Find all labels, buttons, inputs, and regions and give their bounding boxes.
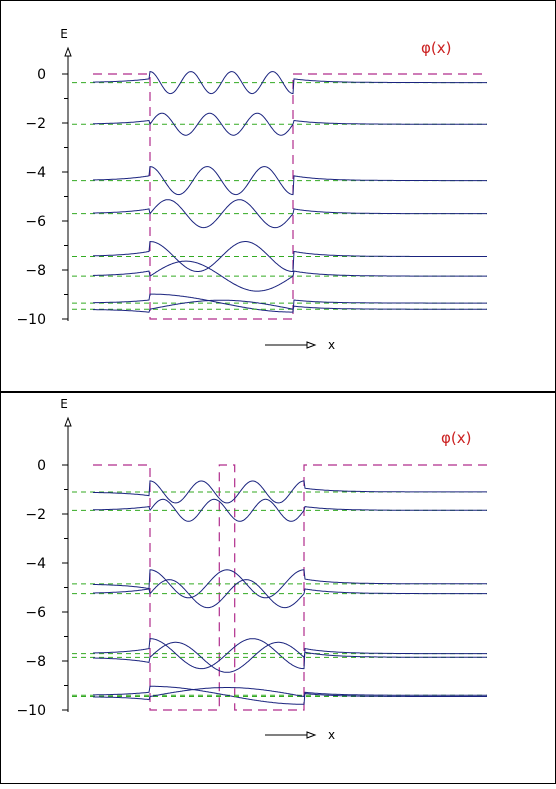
wavefunction-curve: [93, 498, 487, 522]
y-axis-arrowhead: [64, 46, 72, 57]
y-tick-label: −8: [25, 263, 46, 279]
y-tick-label: −8: [25, 654, 46, 670]
wavefunction-curve: [93, 199, 487, 229]
y-tick-label: −10: [16, 703, 46, 719]
wavefunction-curve: [93, 579, 487, 609]
y-tick-label: −6: [25, 605, 46, 621]
y-axis-title: E: [60, 27, 68, 41]
wavefunction-curve: [93, 293, 487, 313]
phi-label: φ(x): [441, 429, 471, 447]
wavefunction-curve: [93, 685, 487, 705]
wavefunction-curve: [92, 480, 487, 504]
wavefunction-curve: [93, 299, 487, 313]
bottom-panel: E 0 −2 −4 −6 −8 −10 φ(x) x: [16, 397, 487, 742]
potential-well: [93, 73, 487, 320]
y-tick-label: 0: [37, 67, 46, 83]
wavefunction-curve: [93, 71, 487, 95]
x-axis-title: x: [328, 338, 335, 352]
wavefunction-curve: [93, 687, 487, 701]
x-direction-arrowhead: [306, 341, 317, 349]
potential-well: [93, 464, 487, 711]
phi-label: φ(x): [421, 39, 451, 57]
y-axis-arrowhead: [64, 416, 72, 427]
top-panel-frame: [0, 0, 556, 392]
x-axis-title: x: [328, 728, 335, 742]
wavefunction-curve: [92, 166, 487, 196]
y-tick-label: −4: [25, 556, 46, 572]
wavefunction-curve: [93, 112, 487, 136]
y-tick-label: −10: [16, 312, 46, 328]
wavefunction-curve: [93, 641, 487, 673]
wavefunction-curve: [93, 638, 487, 670]
wavefunction-curve: [92, 240, 487, 272]
y-axis-title: E: [60, 397, 68, 411]
y-tick-label: −2: [25, 507, 46, 523]
top-panel: E 0 −2 −4 −6 −8 −10 φ(x) x: [16, 27, 487, 352]
bottom-panel-frame: [0, 392, 556, 784]
y-tick-label: 0: [37, 458, 46, 474]
wavefunction-curve: [92, 260, 487, 292]
y-tick-label: −6: [25, 214, 46, 230]
y-tick-label: −2: [25, 116, 46, 132]
wavefunction-curve: [92, 569, 487, 599]
x-direction-arrowhead: [306, 731, 317, 739]
y-tick-label: −4: [25, 165, 46, 181]
